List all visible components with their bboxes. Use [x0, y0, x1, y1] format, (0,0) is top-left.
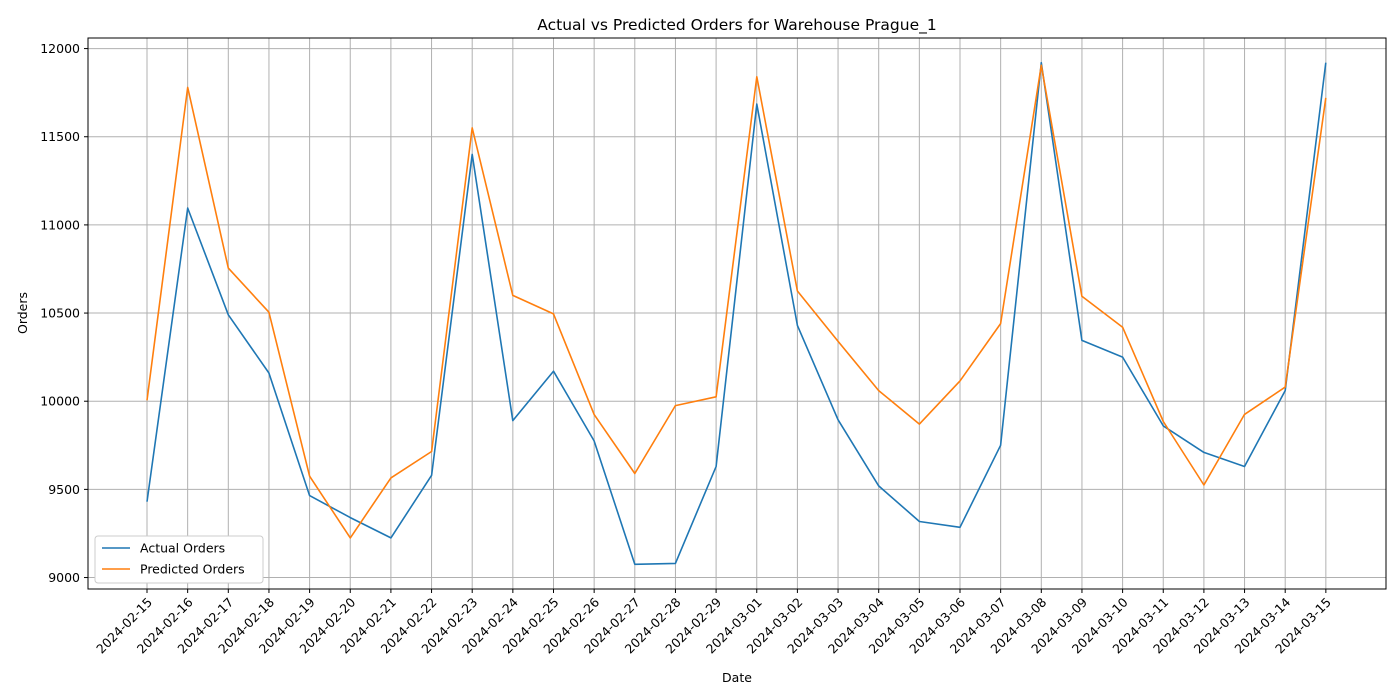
series-lines: [146, 61, 1327, 566]
legend-entry: Actual Orders: [140, 541, 225, 556]
y-tick-label: 10000: [40, 394, 80, 409]
x-axis-label: Date: [722, 670, 752, 685]
y-axis-label: Orders: [15, 292, 30, 334]
grid: [88, 38, 1386, 589]
legend: Actual Orders Predicted Orders: [94, 535, 264, 584]
y-tick-label: 12000: [40, 41, 80, 56]
y-axis-ticks: 9000 9500 10000 10500 11000 11500 12000: [40, 41, 88, 585]
y-tick-label: 9500: [48, 482, 80, 497]
y-tick-label: 9000: [48, 570, 80, 585]
legend-entry: Predicted Orders: [140, 562, 245, 577]
legend-box: [94, 535, 264, 584]
y-tick-label: 11000: [40, 217, 80, 232]
chart-title: Actual vs Predicted Orders for Warehouse…: [537, 16, 936, 35]
series-line-1: [146, 61, 1327, 566]
x-axis-ticks: 2024-02-152024-02-162024-02-172024-02-18…: [93, 589, 1334, 656]
y-tick-label: 11500: [40, 129, 80, 144]
y-tick-label: 10500: [40, 306, 80, 321]
series-line-2: [146, 64, 1327, 539]
